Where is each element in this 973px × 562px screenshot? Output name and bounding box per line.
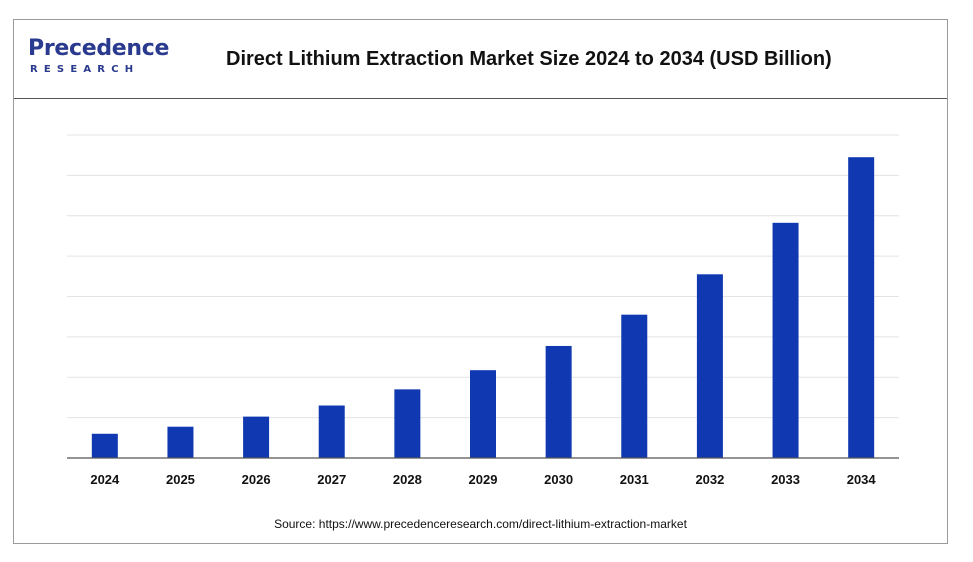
bar-2026 <box>243 416 270 458</box>
bar-2027 <box>318 405 345 458</box>
x-tick-label-2027: 2027 <box>317 472 346 487</box>
precedence-research-logo: Precedence RESEARCH <box>28 36 178 86</box>
bar-2030 <box>545 345 572 458</box>
x-tick-label-2033: 2033 <box>771 472 800 487</box>
x-tick-label-2034: 2034 <box>847 472 877 487</box>
x-tick-label-2025: 2025 <box>166 472 195 487</box>
chart-title: Direct Lithium Extraction Market Size 20… <box>226 48 832 70</box>
bar-chart: 2024 2025 2026 2027 2028 2029 2030 2031 2032 2033… <box>67 134 899 487</box>
x-tick-label-2030: 2030 <box>544 472 573 487</box>
x-tick-label-2029: 2029 <box>469 472 498 487</box>
bar-2028 <box>394 389 421 458</box>
x-tick-label-2028: 2028 <box>393 472 422 487</box>
source-text: Source: https://www.precedenceresearch.c… <box>274 517 687 531</box>
bar-2032 <box>696 274 723 458</box>
bar-2033 <box>772 222 799 458</box>
bar-2029 <box>470 370 496 458</box>
x-tick-label-2031: 2031 <box>620 472 649 487</box>
bar-2024 <box>91 433 118 458</box>
x-tick-label-2032: 2032 <box>695 472 724 487</box>
bar-2025 <box>167 426 194 458</box>
gridlines <box>67 134 899 419</box>
chart-frame: Precedence RESEARCH Direct Lithium Extra… <box>13 19 948 544</box>
header: Precedence RESEARCH Direct Lithium Extra… <box>14 20 947 99</box>
bar-2034 <box>848 157 875 459</box>
x-tick-label-2026: 2026 <box>242 472 271 487</box>
logo-sub-text: RESEARCH <box>30 64 140 75</box>
logo-main-text: Precedence <box>28 36 170 61</box>
x-tick-label-2024: 2024 <box>90 472 120 487</box>
bar-2031 <box>621 314 648 458</box>
